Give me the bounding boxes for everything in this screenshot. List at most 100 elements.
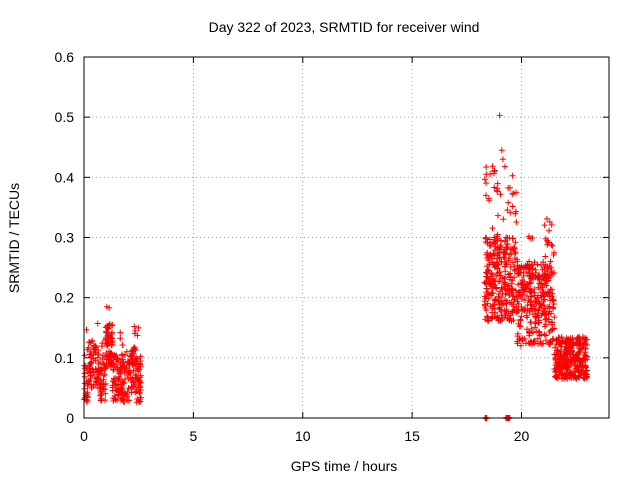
data-point <box>552 374 559 381</box>
data-point <box>557 368 564 375</box>
data-point <box>121 379 128 386</box>
data-point <box>535 307 542 314</box>
data-point <box>109 384 116 391</box>
data-point <box>584 356 591 363</box>
data-point <box>553 350 560 357</box>
data-point <box>576 357 583 364</box>
data-point <box>491 184 498 191</box>
data-points <box>81 112 591 421</box>
data-point <box>514 262 521 269</box>
data-point <box>576 342 583 349</box>
data-point <box>552 373 559 380</box>
data-point <box>555 353 562 360</box>
data-point <box>483 285 490 292</box>
data-point <box>503 245 510 252</box>
data-point <box>508 250 515 257</box>
data-point <box>488 270 495 277</box>
data-point <box>545 303 552 310</box>
data-point <box>499 156 506 163</box>
data-point <box>506 283 513 290</box>
grid-lines <box>84 57 609 418</box>
data-point <box>492 296 499 303</box>
data-point <box>497 191 504 198</box>
data-point <box>541 311 548 318</box>
data-point <box>96 359 103 366</box>
data-point <box>556 358 563 365</box>
data-point <box>125 358 132 365</box>
data-point <box>567 370 574 377</box>
y-tick-label: 0.3 <box>55 230 75 246</box>
data-point <box>118 384 125 391</box>
data-point <box>576 348 583 355</box>
data-point <box>512 268 519 275</box>
data-point <box>88 359 95 366</box>
data-point <box>502 238 509 245</box>
data-point <box>527 280 534 287</box>
data-point <box>484 266 491 273</box>
data-point <box>494 260 501 267</box>
data-point <box>490 239 497 246</box>
data-point <box>532 320 539 327</box>
data-point <box>548 222 555 228</box>
data-point <box>534 261 541 268</box>
data-point <box>527 270 534 277</box>
data-point <box>81 352 88 359</box>
data-point <box>91 346 98 353</box>
data-point <box>551 314 558 321</box>
data-point <box>483 192 490 199</box>
data-point <box>510 317 517 324</box>
data-point <box>107 350 114 357</box>
data-point <box>104 324 111 331</box>
data-point <box>576 334 583 341</box>
data-point <box>572 353 579 360</box>
data-point <box>553 366 560 373</box>
data-point <box>528 319 535 326</box>
data-point <box>495 278 502 285</box>
data-point <box>487 273 494 280</box>
y-tick-label: 0.1 <box>55 350 75 366</box>
data-point <box>100 360 107 367</box>
data-point <box>509 172 516 179</box>
data-point <box>504 206 511 213</box>
data-point <box>551 269 558 276</box>
x-axis-label: GPS time / hours <box>291 458 398 474</box>
data-point <box>526 258 533 265</box>
data-point <box>502 274 509 281</box>
axis-ticks: 0 0.1 0.2 0.3 0.4 0.5 0.6 0 5 10 15 20 <box>55 49 609 444</box>
data-point <box>92 365 99 372</box>
data-point <box>538 303 545 310</box>
y-tick-label: 0 <box>66 410 74 426</box>
data-point <box>484 255 491 262</box>
data-point <box>132 346 139 353</box>
data-point <box>95 351 102 358</box>
data-point <box>501 163 508 170</box>
x-tick-label: 20 <box>514 428 530 444</box>
data-point <box>110 395 117 402</box>
data-point <box>556 335 563 342</box>
data-point <box>545 239 552 246</box>
data-point <box>528 262 535 269</box>
data-point <box>534 335 541 342</box>
data-point <box>487 170 494 177</box>
data-point <box>547 339 554 346</box>
data-point <box>542 290 549 297</box>
data-point <box>485 267 492 274</box>
data-point <box>102 365 109 372</box>
data-point <box>97 370 104 377</box>
data-point <box>521 307 528 314</box>
data-point <box>535 320 542 327</box>
data-point <box>497 243 504 250</box>
data-point <box>484 313 491 320</box>
data-point <box>547 258 554 265</box>
data-point <box>534 295 541 302</box>
data-point <box>129 361 136 368</box>
data-point <box>512 239 519 246</box>
data-point <box>546 293 553 300</box>
data-point <box>507 264 514 271</box>
data-point <box>502 279 509 286</box>
data-point <box>578 361 585 368</box>
data-point <box>485 278 492 285</box>
data-point <box>538 312 545 319</box>
data-point <box>122 375 129 382</box>
data-point <box>497 272 504 279</box>
